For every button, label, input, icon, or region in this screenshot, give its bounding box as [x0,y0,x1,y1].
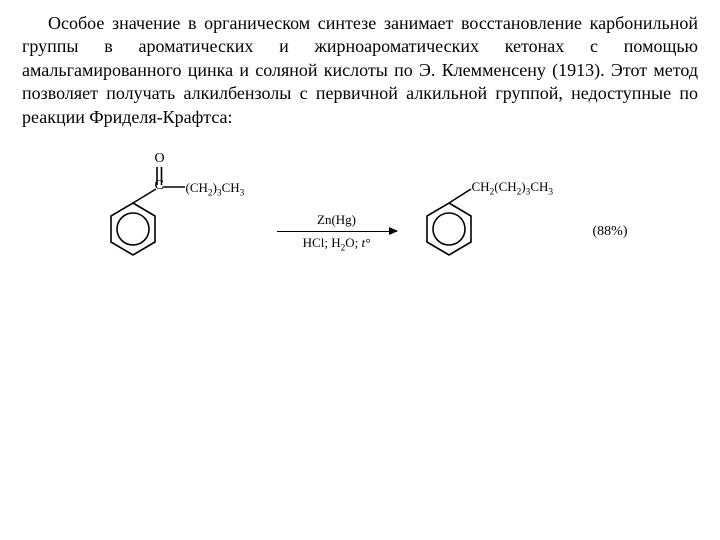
arrow-reagent-bottom: HCl; H2O; t° [277,235,397,254]
product-svg [409,157,489,287]
reactant-chain: (CH2)3CH3 [186,180,245,199]
reactant-svg [93,157,193,287]
yield-label: (88%) [593,224,628,240]
paragraph-text: Особое значение в органическом синтезе з… [22,12,698,129]
reactant-carbon: C [155,178,164,194]
product-chain: CH2(CH2)3CH3 [472,179,554,198]
reaction-arrow: Zn(Hg) HCl; H2O; t° [277,212,397,254]
product-molecule: CH2(CH2)3CH3 [409,157,489,287]
arrow-line [277,231,397,233]
arrow-reagent-top: Zn(Hg) [277,212,397,228]
reactant-molecule: O C (CH2)3CH3 [93,157,193,287]
reaction-scheme: O C (CH2)3CH3 Zn(Hg) HCl; H2O; t° CH2(CH… [22,157,698,287]
reactant-oxygen: O [155,151,165,167]
